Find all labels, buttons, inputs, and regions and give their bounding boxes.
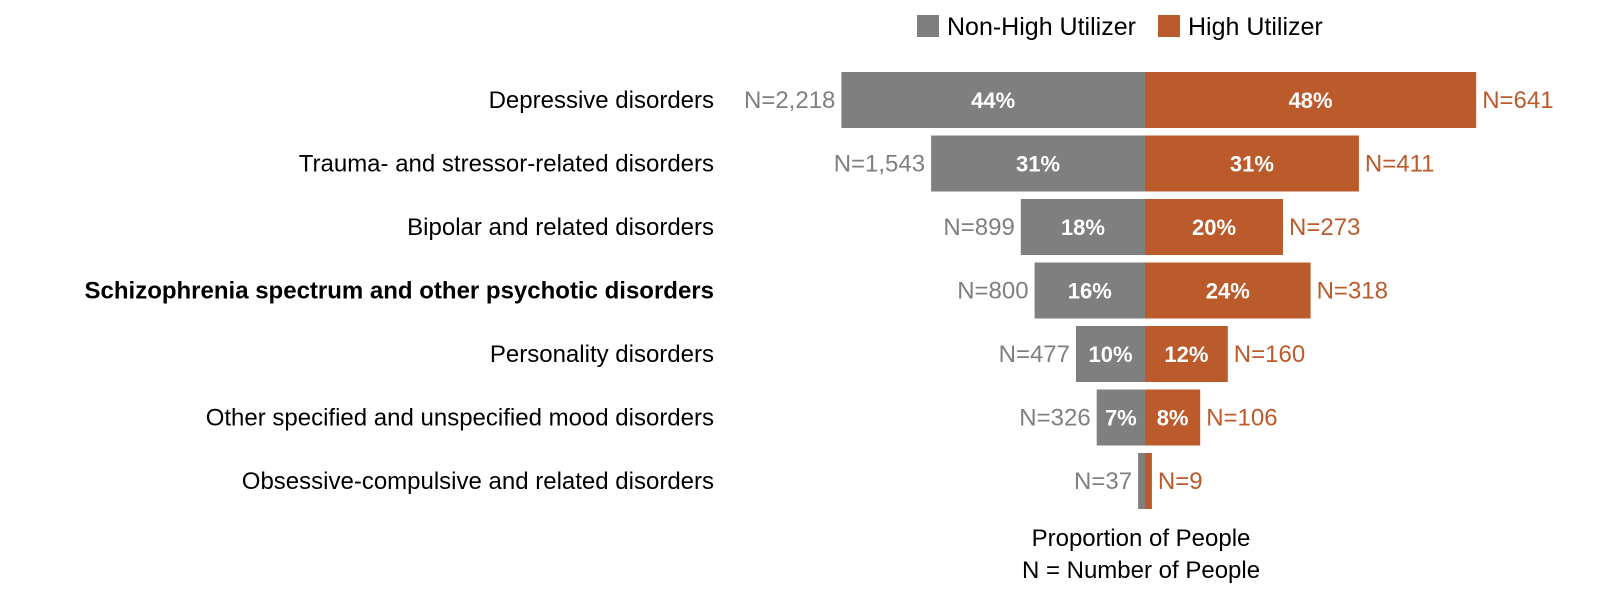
legend-high-utilizer-swatch (1158, 15, 1180, 37)
n-label-high-utilizer: N=411 (1365, 151, 1435, 178)
n-label-non-high-utilizer: N=899 (943, 214, 1014, 241)
category-label: Personality disorders (490, 341, 714, 368)
bar-non-high-utilizer (1020, 199, 1145, 255)
bar-high-utilizer (1145, 326, 1228, 382)
n-label-high-utilizer: N=641 (1482, 87, 1553, 114)
row-2: Trauma- and stressor-related disorders 31… (299, 135, 1435, 192)
value-label-high-utilizer: 12% (1164, 342, 1208, 367)
value-label-high-utilizer: 24% (1206, 279, 1250, 304)
bar-high-utilizer (1145, 72, 1477, 128)
n-label-high-utilizer: N=160 (1234, 341, 1305, 368)
value-label-non-high-utilizer: 31% (1016, 152, 1060, 177)
value-label-non-high-utilizer: 44% (971, 88, 1015, 113)
row-1: Depressive disorders 44% 48% N=2,218 N=641 (489, 72, 1554, 128)
bar-high-utilizer (1145, 199, 1283, 255)
category-label: Depressive disorders (489, 87, 714, 114)
n-label-high-utilizer: N=318 (1317, 278, 1388, 305)
row-3: Bipolar and related disorders 18% 20% N=899… (407, 199, 1360, 255)
bar-non-high-utilizer (1034, 262, 1145, 319)
row-5: Personality disorders 10% 12% N=477 N=160 (490, 326, 1305, 382)
row-4: Schizophrenia spectrum and other psychot… (85, 262, 1388, 319)
category-label: Trauma- and stressor-related disorders (299, 151, 714, 178)
axis-footer: Proportion of People N = Number of People (1022, 525, 1260, 584)
value-label-non-high-utilizer: 18% (1061, 215, 1105, 240)
value-label-high-utilizer: 8% (1157, 406, 1189, 431)
n-label-non-high-utilizer: N=2,218 (744, 87, 835, 114)
bar-non-high-utilizer (841, 72, 1145, 128)
n-label-non-high-utilizer: N=1,543 (834, 151, 925, 178)
legend: Non-High Utilizer High Utilizer (917, 13, 1323, 41)
bar-high-utilizer (1145, 453, 1152, 509)
row-6: Other specified and unspecified mood dis… (206, 389, 1278, 446)
bar-high-utilizer (1145, 389, 1201, 446)
value-label-high-utilizer: 48% (1289, 88, 1333, 113)
n-label-non-high-utilizer: N=477 (999, 341, 1070, 368)
value-label-non-high-utilizer: 10% (1088, 342, 1132, 367)
n-label-high-utilizer: N=9 (1158, 468, 1203, 495)
row-7: Obsessive-compulsive and related disorde… (242, 453, 1203, 509)
legend-non-high-utilizer-swatch (917, 15, 939, 37)
category-label: Bipolar and related disorders (407, 214, 714, 241)
axis-footer-line-1: Proportion of People (1032, 525, 1251, 552)
n-label-high-utilizer: N=273 (1289, 214, 1360, 241)
value-label-non-high-utilizer: 16% (1068, 279, 1112, 304)
n-label-high-utilizer: N=106 (1206, 405, 1277, 432)
chart-rows: Depressive disorders 44% 48% N=2,218 N=641 Tr… (85, 72, 1554, 509)
n-label-non-high-utilizer: N=37 (1074, 468, 1132, 495)
bar-high-utilizer (1145, 262, 1311, 319)
category-label: Schizophrenia spectrum and other psychot… (85, 278, 714, 305)
category-label: Other specified and unspecified mood dis… (206, 405, 714, 432)
bar-high-utilizer (1145, 135, 1359, 192)
bar-non-high-utilizer (1138, 453, 1145, 509)
bar-non-high-utilizer (1076, 326, 1145, 382)
category-label: Obsessive-compulsive and related disorde… (242, 468, 714, 495)
bar-non-high-utilizer (1096, 389, 1145, 446)
legend-non-high-utilizer-label: Non-High Utilizer (947, 13, 1136, 41)
value-label-high-utilizer: 20% (1192, 215, 1236, 240)
value-label-high-utilizer: 31% (1230, 152, 1274, 177)
value-label-non-high-utilizer: 7% (1105, 406, 1137, 431)
n-label-non-high-utilizer: N=326 (1019, 405, 1090, 432)
legend-high-utilizer-label: High Utilizer (1188, 13, 1323, 41)
bar-non-high-utilizer (931, 135, 1145, 192)
axis-footer-line-2: N = Number of People (1022, 557, 1260, 584)
n-label-non-high-utilizer: N=800 (957, 278, 1028, 305)
